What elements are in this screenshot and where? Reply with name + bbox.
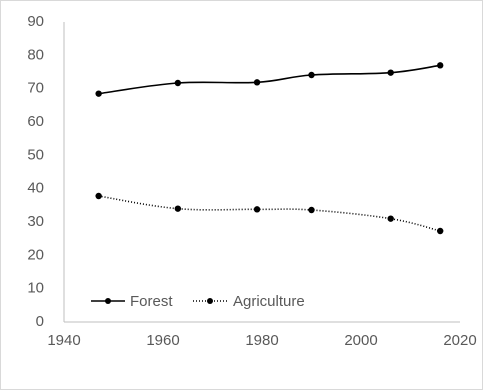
y-tick-label-70: 70: [27, 80, 44, 97]
x-tick-label-2020: 2020: [443, 332, 476, 349]
data-point-agriculture-1990: [308, 206, 315, 214]
legend-item-forest: Forest: [91, 293, 173, 310]
y-tick-label-80: 80: [27, 46, 44, 63]
x-tick-labels: 1940 1960 1980 2000 2020: [47, 332, 476, 349]
x-tick-label-1980: 1980: [245, 332, 278, 349]
y-tick-label-40: 40: [27, 180, 44, 197]
x-tick-label-2000: 2000: [344, 332, 377, 349]
series-line-forest: [98, 64, 441, 95]
y-tick-labels: 0 10 20 30 40 50 60 70 80 90: [27, 13, 44, 330]
y-tick-label-90: 90: [27, 13, 44, 30]
y-tick-label-10: 10: [27, 280, 44, 297]
data-point-forest-1990: [308, 71, 315, 79]
data-point-forest-1963: [174, 79, 182, 87]
legend-agriculture-marker: [207, 298, 213, 304]
data-point-agriculture-1963: [174, 205, 182, 212]
y-tick-label-50: 50: [27, 146, 44, 163]
y-tick-label-30: 30: [27, 213, 44, 230]
legend: Forest Agriculture: [91, 293, 305, 310]
x-tick-label-1940: 1940: [47, 332, 80, 349]
x-tick-label-1960: 1960: [146, 332, 179, 349]
data-point-agriculture-1947: [95, 192, 102, 200]
data-point-forest-1979: [253, 79, 261, 86]
legend-item-agriculture: Agriculture: [193, 293, 305, 310]
legend-forest-label: Forest: [130, 293, 173, 310]
y-tick-label-60: 60: [27, 113, 44, 130]
legend-agriculture-label: Agriculture: [233, 293, 305, 310]
data-point-agriculture-2006: [387, 215, 394, 222]
y-tick-label-0: 0: [36, 313, 44, 330]
series-line-agriculture: [98, 195, 441, 232]
data-point-agriculture-2016: [437, 227, 444, 235]
legend-forest-marker: [105, 298, 111, 304]
data-point-forest-2016: [437, 62, 444, 69]
data-point-forest-1947: [95, 90, 102, 97]
series-layer: [95, 62, 444, 235]
y-tick-label-20: 20: [27, 246, 44, 263]
data-point-agriculture-1979: [253, 206, 261, 213]
data-point-forest-2006: [387, 69, 394, 76]
